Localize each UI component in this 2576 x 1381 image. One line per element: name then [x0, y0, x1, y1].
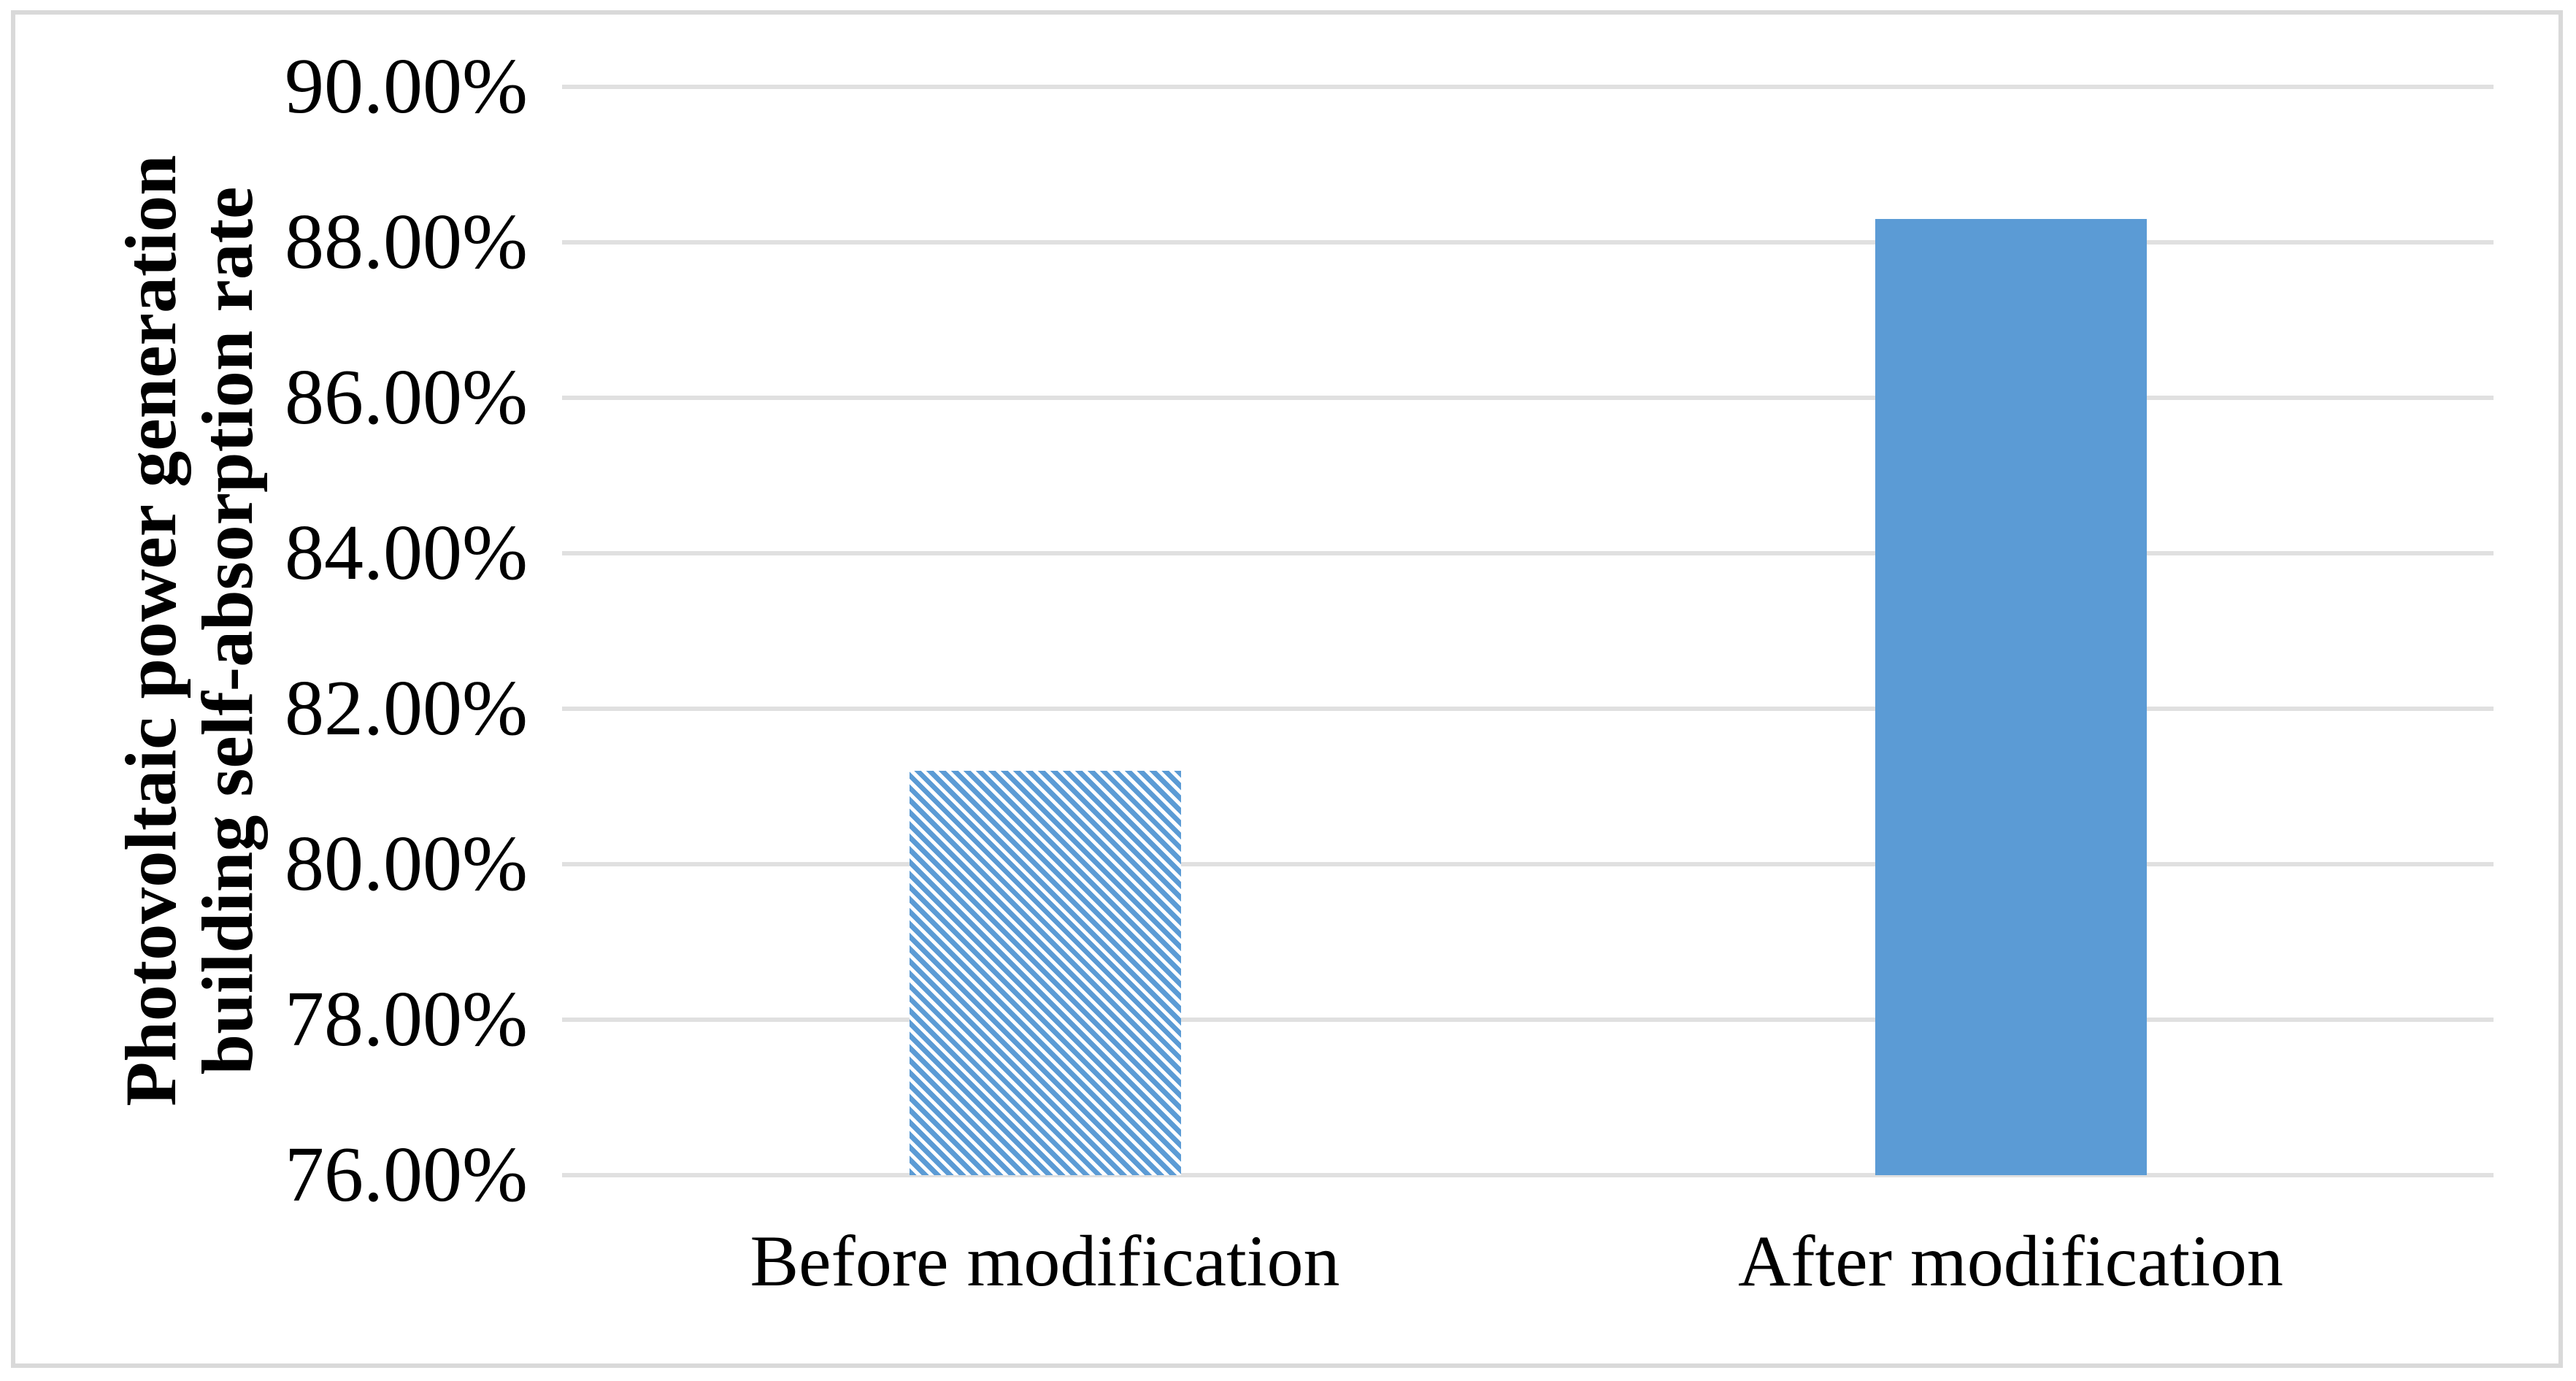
- gridline: [562, 707, 2494, 711]
- gridline: [562, 1173, 2494, 1177]
- gridline: [562, 85, 2494, 89]
- plot-area: [562, 85, 2494, 1177]
- bar-before-modification: [909, 771, 1181, 1175]
- y-axis-tick-label: 76.00%: [285, 1131, 528, 1218]
- y-axis-tick-label: 84.00%: [285, 509, 528, 596]
- y-axis-title-line-1: Photovoltaic power generation: [110, 155, 191, 1107]
- x-axis-labels: Before modification After modification: [562, 1175, 2494, 1336]
- x-axis-category-label: Before modification: [750, 1220, 1340, 1301]
- y-axis-tick-label: 90.00%: [285, 43, 528, 130]
- bar-after-modification: [1875, 219, 2147, 1175]
- chart-figure: 90.00% 88.00% 86.00% 84.00% 82.00% 80.00% 78.0…: [11, 10, 2563, 1368]
- y-axis-title-line-2: building self-absorption rate: [187, 186, 268, 1075]
- y-axis-tick-label: 86.00%: [285, 354, 528, 441]
- y-axis-tick-label: 82.00%: [285, 665, 528, 752]
- gridline: [562, 551, 2494, 555]
- gridline: [562, 240, 2494, 245]
- y-axis-tick-label: 88.00%: [285, 199, 528, 285]
- x-axis-category-label: After modification: [1738, 1220, 2283, 1301]
- gridline: [562, 396, 2494, 400]
- gridline: [562, 1018, 2494, 1022]
- y-axis-ticks: 90.00% 88.00% 86.00% 84.00% 82.00% 80.00% 78.0…: [15, 47, 528, 1215]
- y-axis-tick-label: 78.00%: [285, 976, 528, 1063]
- gridline: [562, 862, 2494, 866]
- y-axis-title: Photovoltaic power generation building s…: [110, 32, 268, 1229]
- y-axis-tick-label: 80.00%: [285, 820, 528, 907]
